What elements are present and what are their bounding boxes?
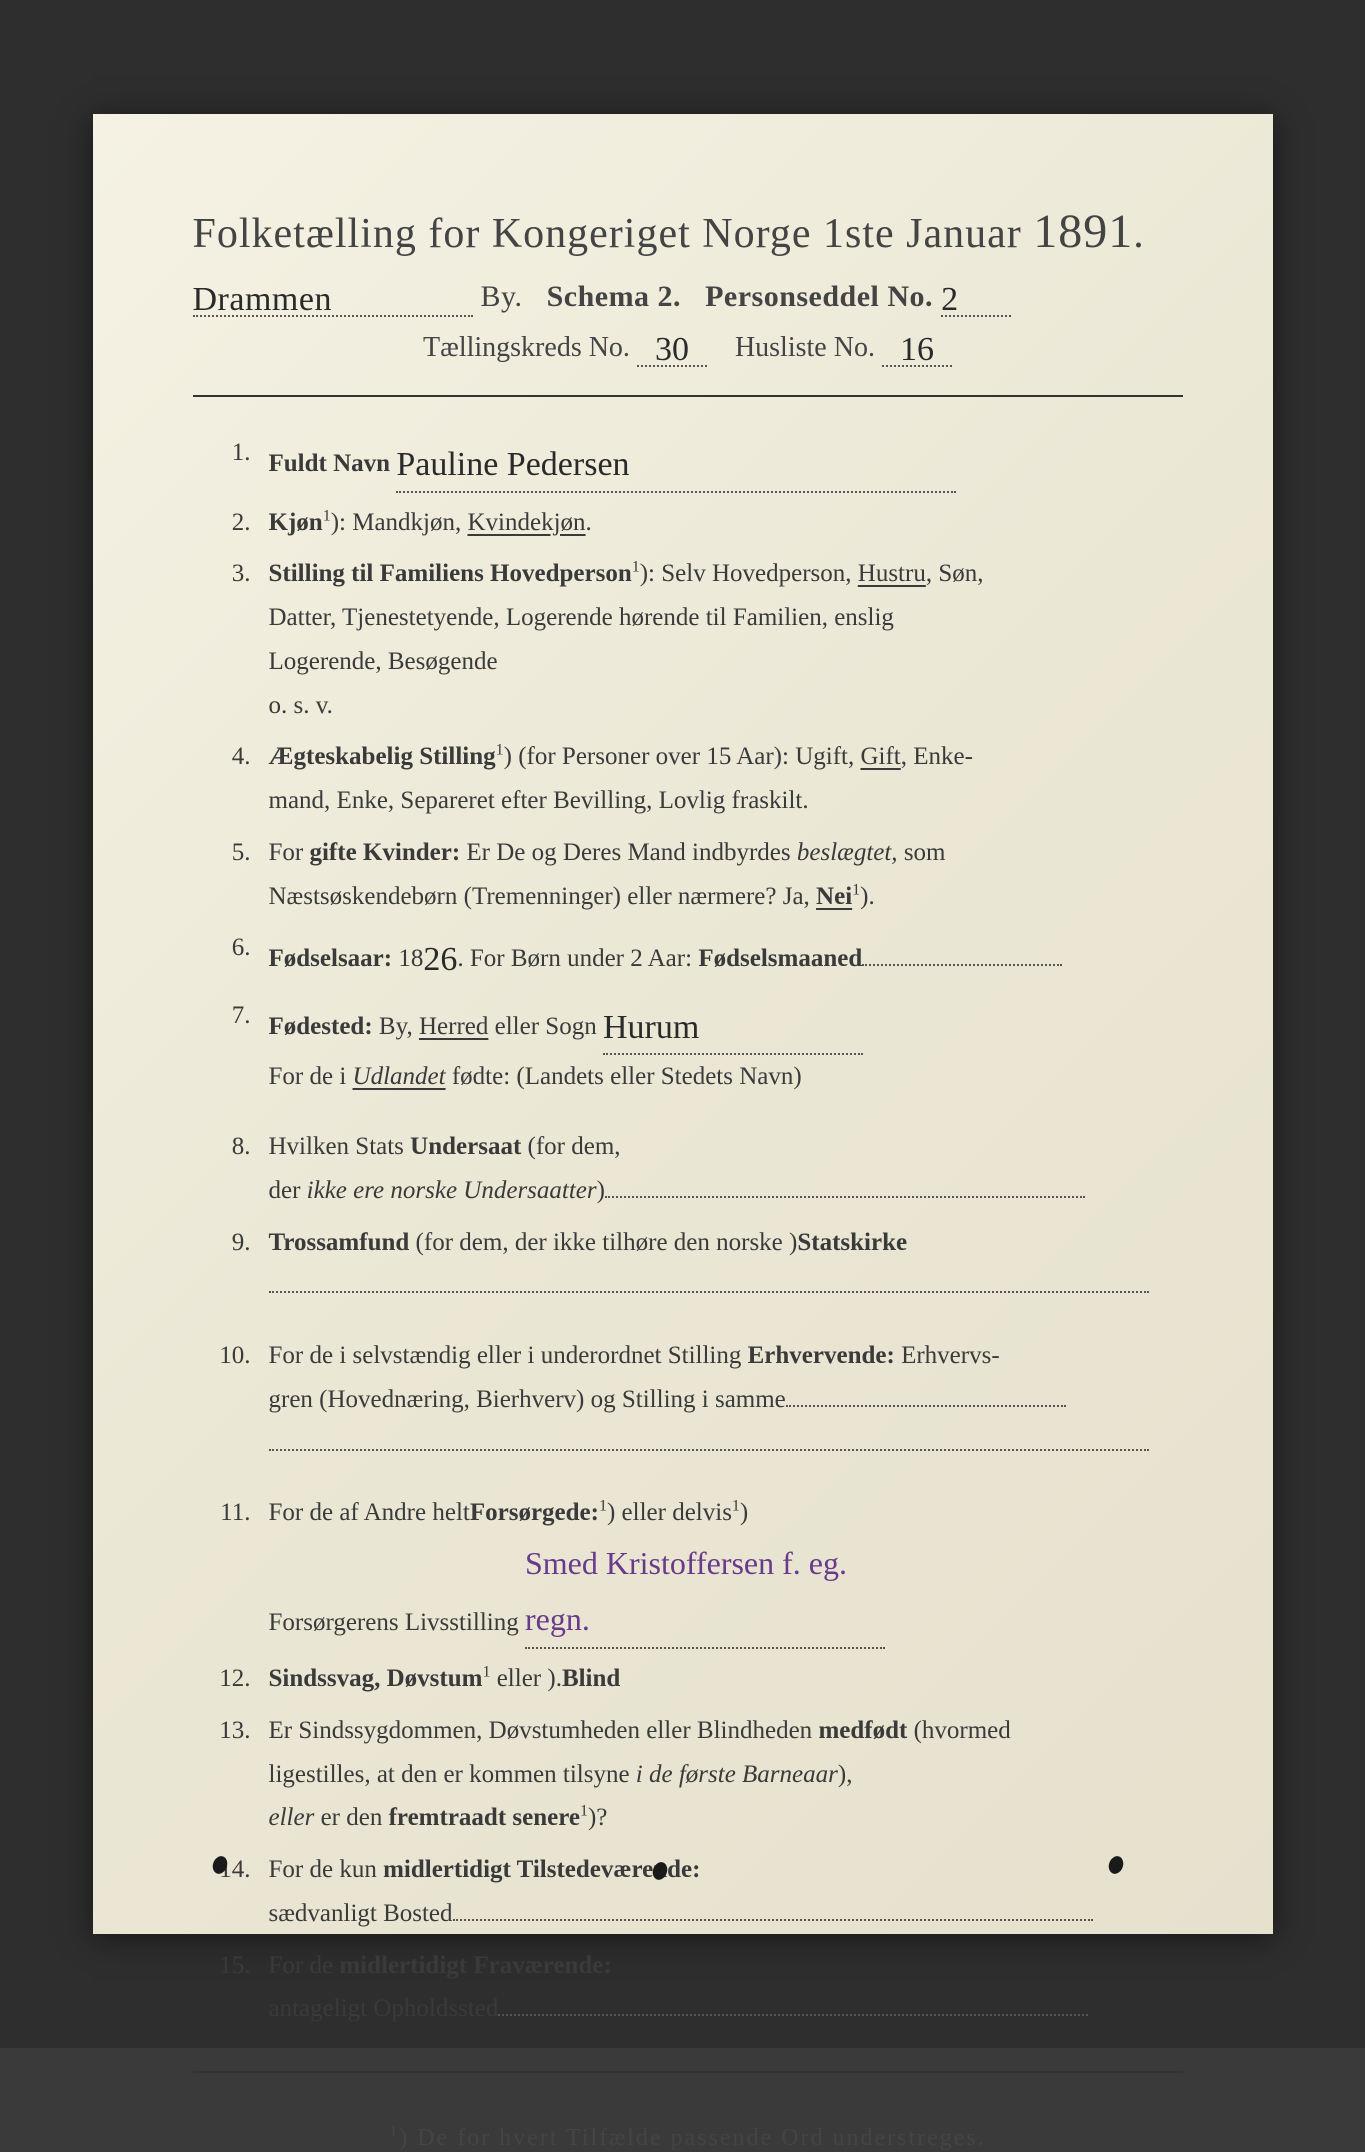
item-continuation: For de i Udlandet fødte: (Landets eller … <box>269 1055 1183 1099</box>
item-number: 13. <box>193 1709 269 1840</box>
item-continuation: ligestilles, at den er kommen tilsyne i … <box>269 1753 1183 1841</box>
form-item: 2.Kjøn1): Mandkjøn, Kvindekjøn. <box>193 501 1183 545</box>
item-body: Hvilken Stats Undersaat (for dem,der ikk… <box>269 1125 1183 1213</box>
census-form-paper: Folketælling for Kongeriget Norge 1ste J… <box>93 114 1273 1934</box>
title-year: 1891 <box>1033 205 1133 258</box>
title-text: Folketælling for Kongeriget Norge 1ste J… <box>193 211 1022 257</box>
item-body: Fødested: By, Herred eller Sogn HurumFor… <box>269 994 1183 1099</box>
item-number: 11. <box>193 1491 269 1649</box>
husliste-label: Husliste No. <box>735 332 875 363</box>
form-item: 15.For de midlertidigt Fraværende:antage… <box>193 1944 1183 2032</box>
item-number: 4. <box>193 735 269 823</box>
kreds-label: Tællingskreds No. <box>423 332 630 363</box>
form-item: 11.For de af Andre heltForsørgede:1) ell… <box>193 1491 1183 1649</box>
divider-rule-bottom <box>193 2071 1183 2073</box>
form-item: 9.Trossamfund (for dem, der ikke tilhøre… <box>193 1221 1183 1309</box>
item-continuation: gren (Hovednæring, Bierhverv) og Stillin… <box>269 1378 1183 1466</box>
item-number: 10. <box>193 1334 269 1465</box>
person-label: Personseddel No. <box>705 280 933 313</box>
item-body: Fødselsaar: 1826. For Børn under 2 Aar: … <box>269 926 1183 986</box>
item-body: Fuldt Navn Pauline Pedersen <box>269 431 1183 493</box>
form-item: 6.Fødselsaar: 1826. For Børn under 2 Aar… <box>193 926 1183 986</box>
item-number: 6. <box>193 926 269 986</box>
item-continuation: der ikke ere norske Undersaatter) <box>269 1169 1183 1213</box>
item-number: 7. <box>193 994 269 1099</box>
form-item: 8.Hvilken Stats Undersaat (for dem,der i… <box>193 1125 1183 1213</box>
form-item: 14.For de kun midlertidigt Tilstedeværen… <box>193 1848 1183 1936</box>
item-body: For de af Andre heltForsørgede:1) eller … <box>269 1491 1183 1649</box>
item-number: 1. <box>193 431 269 493</box>
item-body: For gifte Kvinder: Er De og Deres Mand i… <box>269 831 1183 919</box>
item-continuation: o. s. v. <box>269 684 1183 728</box>
item-number: 5. <box>193 831 269 919</box>
form-items: 1.Fuldt Navn Pauline Pedersen2.Kjøn1): M… <box>193 431 1183 2031</box>
item-continuation: Datter, Tjenestetyende, Logerende hørend… <box>269 596 1183 640</box>
form-item: 10.For de i selvstændig eller i underord… <box>193 1334 1183 1465</box>
section-gap <box>193 1316 1183 1334</box>
item-body: For de midlertidigt Fraværende:antagelig… <box>269 1944 1183 2032</box>
item-continuation: sædvanligt Bosted <box>269 1892 1183 1936</box>
section-gap <box>193 1107 1183 1125</box>
footnote-text: ) De for hvert Tilfælde passende Ord und… <box>399 2125 986 2151</box>
husliste-no-field: 16 <box>882 327 952 367</box>
kreds-no-field: 30 <box>637 327 707 367</box>
footnote-marker: 1 <box>389 2123 399 2140</box>
item-body: Stilling til Familiens Hovedperson1): Se… <box>269 552 1183 727</box>
form-item: 3.Stilling til Familiens Hovedperson1): … <box>193 552 1183 727</box>
item-number: 15. <box>193 1944 269 2032</box>
item-number: 14. <box>193 1848 269 1936</box>
item-continuation: Forsørgerens Livsstilling Smed Kristoffe… <box>269 1535 1183 1649</box>
husliste-no-hw: 16 <box>900 331 934 368</box>
item-body: For de i selvstændig eller i underordnet… <box>269 1334 1183 1465</box>
person-no-hw: 2 <box>941 281 959 318</box>
section-gap <box>193 1473 1183 1491</box>
by-label: By. <box>481 280 523 313</box>
schema-label: Schema 2. <box>547 280 682 313</box>
item-continuation: mand, Enke, Separeret efter Bevilling, L… <box>269 779 1183 823</box>
form-item: 1.Fuldt Navn Pauline Pedersen <box>193 431 1183 493</box>
item-body: Trossamfund (for dem, der ikke tilhøre d… <box>269 1221 1183 1309</box>
item-body: Er Sindssygdommen, Døvstumheden eller Bl… <box>269 1709 1183 1840</box>
subtitle-line-2: Tællingskreds No. 30 Husliste No. 16 <box>193 327 1183 367</box>
divider-rule <box>193 395 1183 397</box>
person-no-field: 2 <box>941 277 1011 317</box>
title-period: . <box>1133 211 1145 257</box>
item-body: Ægteskabelig Stilling1) (for Personer ov… <box>269 735 1183 823</box>
page-background: Folketælling for Kongeriget Norge 1ste J… <box>0 0 1365 2048</box>
item-continuation: Logerende, Besøgende <box>269 640 1183 684</box>
item-number: 8. <box>193 1125 269 1213</box>
form-item: 13.Er Sindssygdommen, Døvstumheden eller… <box>193 1709 1183 1840</box>
item-continuation: antageligt Opholdssted <box>269 1987 1183 2031</box>
item-continuation: Næstsøskendebørn (Tremenninger) eller næ… <box>269 875 1183 919</box>
item-number: 2. <box>193 501 269 545</box>
item-number: 3. <box>193 552 269 727</box>
form-item: 5.For gifte Kvinder: Er De og Deres Mand… <box>193 831 1183 919</box>
kreds-no-hw: 30 <box>655 331 689 368</box>
item-body: For de kun midlertidigt Tilstedeværende:… <box>269 1848 1183 1936</box>
form-item: 12.Sindssvag, Døvstum1 eller ).Blind <box>193 1657 1183 1701</box>
form-item: 4.Ægteskabelig Stilling1) (for Personer … <box>193 735 1183 823</box>
city-handwritten: Drammen <box>193 281 332 318</box>
item-body: Sindssvag, Døvstum1 eller ).Blind <box>269 1657 1183 1701</box>
subtitle-line-1: Drammen By. Schema 2. Personseddel No. 2 <box>193 277 1183 317</box>
item-number: 9. <box>193 1221 269 1309</box>
item-body: Kjøn1): Mandkjøn, Kvindekjøn. <box>269 501 1183 545</box>
form-title: Folketælling for Kongeriget Norge 1ste J… <box>193 204 1183 259</box>
item-number: 12. <box>193 1657 269 1701</box>
city-field: Drammen <box>193 277 473 317</box>
item-continuation <box>269 1264 1183 1308</box>
footnote: 1) De for hvert Tilfælde passende Ord un… <box>193 2123 1183 2152</box>
form-item: 7.Fødested: By, Herred eller Sogn HurumF… <box>193 994 1183 1099</box>
